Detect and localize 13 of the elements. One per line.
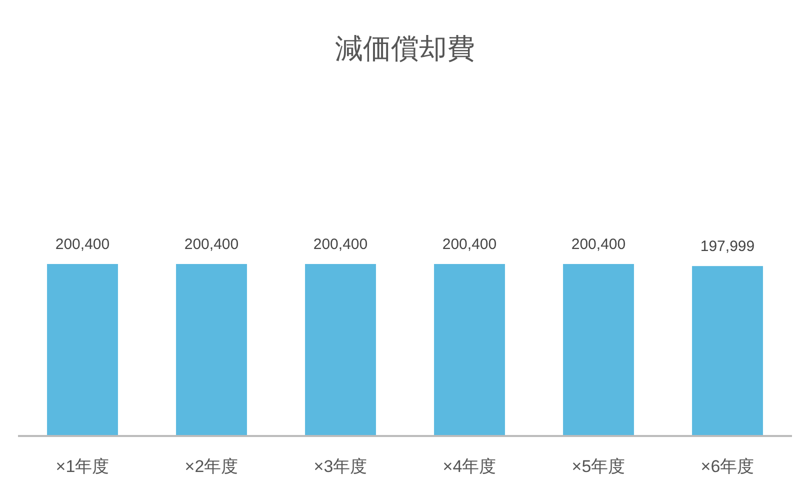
data-label: 200,400 xyxy=(55,236,110,253)
x-tick-label: ×5年度 xyxy=(572,457,626,476)
x-tick-label: ×1年度 xyxy=(56,457,110,476)
x-tick-label: ×3年度 xyxy=(314,457,368,476)
x-tick-label: ×4年度 xyxy=(442,457,496,476)
x-tick-label: ×2年度 xyxy=(184,457,238,476)
data-label: 200,400 xyxy=(184,236,239,253)
x-tick-label: ×6年度 xyxy=(700,457,754,476)
data-label: 200,400 xyxy=(313,236,368,253)
chart-title: 減価償却費 xyxy=(335,33,475,64)
data-label: 200,400 xyxy=(442,236,497,253)
data-label: 197,999 xyxy=(700,238,755,256)
data-label: 200,400 xyxy=(571,236,626,253)
